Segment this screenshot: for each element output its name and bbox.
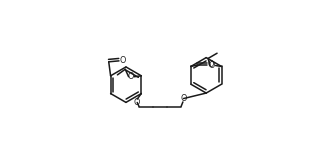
Text: O: O [180, 94, 187, 103]
Text: O: O [133, 98, 140, 107]
Text: O: O [127, 72, 134, 81]
Text: O: O [209, 61, 215, 70]
Text: O: O [207, 60, 214, 69]
Text: O: O [119, 56, 126, 65]
